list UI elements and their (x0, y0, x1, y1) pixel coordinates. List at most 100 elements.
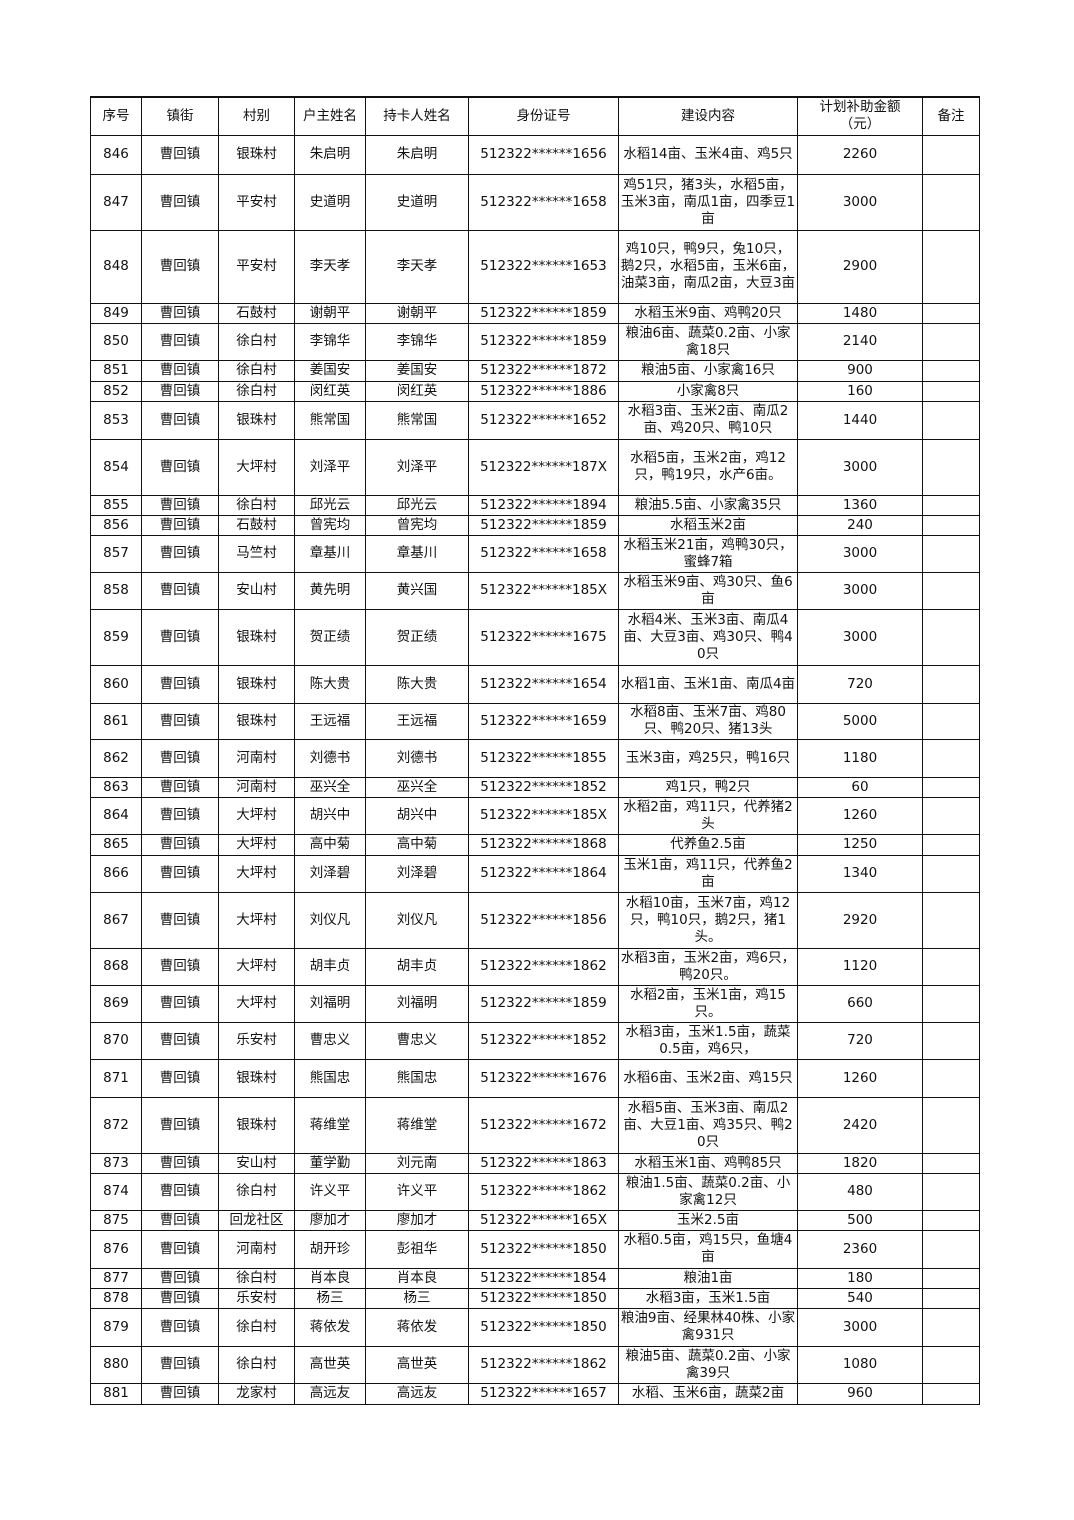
table-row: 858 曹回镇 安山村 黄先明 黄兴国 512322******185X 水稻玉米9亩、鸡3… (90, 571, 980, 610)
cell-village: 银珠村 (218, 702, 295, 740)
header-cardholder: 持卡人姓名 (365, 96, 469, 136)
cell-village: 大坪村 (218, 984, 295, 1023)
table-row: 861 曹回镇 银珠村 王远福 王远福 512322******1659 水稻8亩、玉米7亩… (90, 702, 980, 740)
cell-cardholder: 刘元南 (365, 1152, 469, 1174)
cell-construction: 水稻玉米1亩、鸡鸭85只 (618, 1152, 798, 1174)
cell-construction: 水稻0.5亩，鸡15只，鱼塘4亩 (618, 1229, 798, 1269)
cell-remarks (922, 229, 980, 304)
cell-town: 曹回镇 (141, 891, 219, 949)
cell-id-number: 512322******1654 (468, 664, 619, 704)
table-row: 856 曹回镇 石鼓村 曾宪均 曾宪均 512322******1859 水稻玉米2亩 240 (90, 514, 980, 536)
cell-village: 乐安村 (218, 1287, 295, 1309)
cell-householder: 熊常国 (294, 400, 366, 440)
cell-town: 曹回镇 (141, 1382, 219, 1405)
cell-village: 徐白村 (218, 1172, 295, 1211)
cell-remarks (922, 664, 980, 704)
cell-village: 安山村 (218, 571, 295, 610)
cell-index: 848 (90, 229, 142, 304)
cell-remarks (922, 1096, 980, 1154)
cell-remarks (922, 796, 980, 835)
cell-village: 银珠村 (218, 400, 295, 440)
cell-remarks (922, 1021, 980, 1060)
cell-index: 858 (90, 571, 142, 610)
cell-village: 大坪村 (218, 854, 295, 893)
cell-town: 曹回镇 (141, 796, 219, 835)
cell-index: 854 (90, 438, 142, 496)
cell-cardholder: 刘泽碧 (365, 854, 469, 893)
cell-construction: 水稻6亩、玉米2亩、鸡15只 (618, 1058, 798, 1098)
cell-householder: 杨三 (294, 1287, 366, 1309)
cell-village: 大坪村 (218, 891, 295, 949)
cell-householder: 廖加才 (294, 1209, 366, 1231)
cell-cardholder: 李天孝 (365, 229, 469, 304)
cell-town: 曹回镇 (141, 438, 219, 496)
cell-village: 大坪村 (218, 947, 295, 986)
cell-amount: 3000 (797, 534, 923, 573)
cell-id-number: 512322******1659 (468, 702, 619, 740)
cell-town: 曹回镇 (141, 1209, 219, 1231)
cell-remarks (922, 1307, 980, 1347)
cell-construction: 玉米2.5亩 (618, 1209, 798, 1231)
cell-householder: 肖本良 (294, 1267, 366, 1289)
cell-index: 870 (90, 1021, 142, 1060)
cell-remarks (922, 494, 980, 516)
cell-construction: 玉米1亩，鸡11只，代养鱼2亩 (618, 854, 798, 893)
cell-householder: 贺正绩 (294, 608, 366, 666)
cell-index: 874 (90, 1172, 142, 1211)
table-row: 868 曹回镇 大坪村 胡丰贞 胡丰贞 512322******1862 水稻3亩，玉米2亩… (90, 947, 980, 986)
cell-remarks (922, 1209, 980, 1231)
cell-index: 879 (90, 1307, 142, 1347)
cell-village: 石鼓村 (218, 302, 295, 324)
cell-cardholder: 彭祖华 (365, 1229, 469, 1269)
table-row: 870 曹回镇 乐安村 曹忠义 曹忠义 512322******1852 水稻3亩，玉米1.… (90, 1021, 980, 1060)
cell-village: 安山村 (218, 1152, 295, 1174)
cell-amount: 3000 (797, 438, 923, 496)
cell-householder: 蒋依发 (294, 1307, 366, 1347)
cell-amount: 1120 (797, 947, 923, 986)
cell-construction: 水稻玉米9亩、鸡鸭20只 (618, 302, 798, 324)
cell-construction: 玉米3亩，鸡25只，鸭16只 (618, 738, 798, 778)
table-row: 871 曹回镇 银珠村 熊国忠 熊国忠 512322******1676 水稻6亩、玉米2亩… (90, 1058, 980, 1098)
table-row: 851 曹回镇 徐白村 姜国安 姜国安 512322******1872 粮油5亩、小家禽1… (90, 359, 980, 382)
cell-cardholder: 姜国安 (365, 359, 469, 382)
cell-householder: 陈大贵 (294, 664, 366, 704)
table-row: 852 曹回镇 徐白村 闵红英 闵红英 512322******1886 小家禽8只 160 (90, 380, 980, 402)
cell-construction: 鸡1只，鸭2只 (618, 776, 798, 798)
cell-amount: 1080 (797, 1345, 923, 1384)
cell-town: 曹回镇 (141, 1096, 219, 1154)
table-row: 865 曹回镇 大坪村 高中菊 高中菊 512322******1868 代养鱼2.5亩 12… (90, 833, 980, 856)
cell-town: 曹回镇 (141, 134, 219, 175)
cell-index: 852 (90, 380, 142, 402)
cell-id-number: 512322******1672 (468, 1096, 619, 1154)
cell-remarks (922, 1172, 980, 1211)
cell-id-number: 512322******1863 (468, 1152, 619, 1174)
cell-amount: 1260 (797, 796, 923, 835)
cell-id-number: 512322******185X (468, 571, 619, 610)
cell-amount: 500 (797, 1209, 923, 1231)
cell-cardholder: 王远福 (365, 702, 469, 740)
cell-town: 曹回镇 (141, 322, 219, 361)
cell-construction: 粮油9亩、经果林40株、小家禽931只 (618, 1307, 798, 1347)
cell-town: 曹回镇 (141, 571, 219, 610)
cell-cardholder: 高世英 (365, 1345, 469, 1384)
cell-construction: 水稻10亩，玉米7亩，鸡12只，鸭10只，鹅2只，猪1头。 (618, 891, 798, 949)
cell-amount: 3000 (797, 173, 923, 231)
cell-cardholder: 熊常国 (365, 400, 469, 440)
cell-town: 曹回镇 (141, 1021, 219, 1060)
cell-construction: 代养鱼2.5亩 (618, 833, 798, 856)
cell-town: 曹回镇 (141, 738, 219, 778)
cell-village: 徐白村 (218, 1345, 295, 1384)
cell-construction: 粮油1.5亩、蔬菜0.2亩、小家禽12只 (618, 1172, 798, 1211)
cell-construction: 水稻、玉米6亩，蔬菜2亩 (618, 1382, 798, 1405)
cell-village: 平安村 (218, 229, 295, 304)
cell-remarks (922, 514, 980, 536)
cell-village: 龙家村 (218, 1382, 295, 1405)
table-row: 872 曹回镇 银珠村 蒋维堂 蒋维堂 512322******1672 水稻5亩、玉米3亩… (90, 1096, 980, 1154)
cell-town: 曹回镇 (141, 664, 219, 704)
cell-householder: 朱启明 (294, 134, 366, 175)
cell-id-number: 512322******1656 (468, 134, 619, 175)
cell-id-number: 512322******1675 (468, 608, 619, 666)
cell-householder: 刘泽碧 (294, 854, 366, 893)
cell-index: 857 (90, 534, 142, 573)
cell-amount: 1340 (797, 854, 923, 893)
